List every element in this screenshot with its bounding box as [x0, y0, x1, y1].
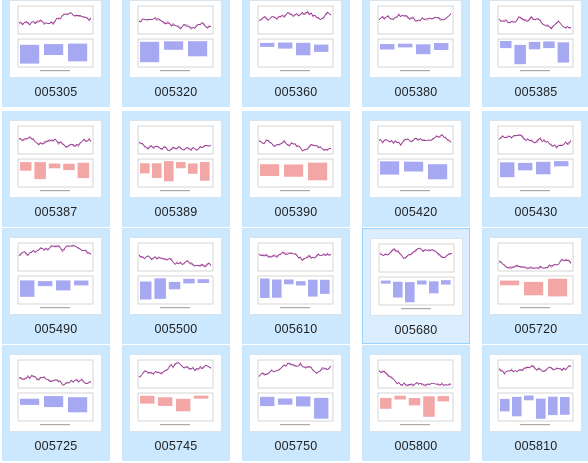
- file-item[interactable]: 005387: [2, 111, 110, 227]
- file-item[interactable]: 005385: [482, 0, 588, 107]
- file-item[interactable]: 005389: [122, 111, 230, 227]
- chart-thumbnail: [257, 242, 334, 309]
- file-name-label: 005800: [394, 439, 438, 453]
- file-item[interactable]: 005725: [2, 345, 110, 461]
- file-thumbnail: [130, 121, 221, 197]
- file-name-label: 005680: [394, 323, 438, 337]
- file-thumbnail: [10, 1, 101, 77]
- chart-thumbnail: [17, 359, 94, 426]
- file-thumbnail: [10, 355, 101, 431]
- file-item[interactable]: 005745: [122, 345, 230, 461]
- file-thumbnail: [130, 1, 221, 77]
- file-thumbnail: [130, 238, 221, 314]
- file-thumbnail: [250, 1, 341, 77]
- chart-thumbnail: [257, 359, 334, 426]
- file-name-label: 005430: [514, 205, 558, 219]
- file-item[interactable]: 005360: [242, 0, 350, 107]
- file-item[interactable]: 005800: [362, 345, 470, 461]
- file-name-label: 005320: [154, 85, 198, 99]
- file-thumbnail: [490, 238, 581, 314]
- chart-thumbnail: [257, 5, 334, 72]
- file-thumbnail: [10, 121, 101, 197]
- file-name-label: 005810: [514, 439, 558, 453]
- file-thumbnail: [490, 1, 581, 77]
- file-name-label: 005720: [514, 322, 558, 336]
- chart-thumbnail: [17, 5, 94, 72]
- chart-thumbnail: [377, 125, 454, 192]
- file-name-label: 005360: [274, 85, 318, 99]
- chart-thumbnail: [17, 125, 94, 192]
- file-name-label: 005490: [34, 322, 78, 336]
- file-thumbnail: [250, 238, 341, 314]
- chart-thumbnail: [497, 125, 574, 192]
- chart-thumbnail: [137, 242, 214, 309]
- file-name-label: 005725: [34, 439, 78, 453]
- chart-thumbnail: [257, 125, 334, 192]
- file-thumbnail: [250, 121, 341, 197]
- file-name-label: 005750: [274, 439, 318, 453]
- file-name-label: 005389: [154, 205, 198, 219]
- file-item[interactable]: 005430: [482, 111, 588, 227]
- chart-thumbnail: [137, 125, 214, 192]
- chart-thumbnail: [378, 243, 455, 310]
- file-item[interactable]: 005420: [362, 111, 470, 227]
- chart-thumbnail: [497, 359, 574, 426]
- file-thumbnail: [490, 355, 581, 431]
- file-thumbnail: [370, 355, 461, 431]
- file-thumbnail: [130, 355, 221, 431]
- chart-thumbnail: [377, 5, 454, 72]
- file-name-label: 005500: [154, 322, 198, 336]
- file-item[interactable]: 005500: [122, 228, 230, 344]
- file-item[interactable]: 005720: [482, 228, 588, 344]
- file-item[interactable]: 005610: [242, 228, 350, 344]
- chart-thumbnail: [497, 5, 574, 72]
- file-name-label: 005385: [514, 85, 558, 99]
- file-thumbnail: [371, 239, 462, 315]
- file-name-label: 005745: [154, 439, 198, 453]
- file-thumbnail: [10, 238, 101, 314]
- chart-thumbnail: [497, 242, 574, 309]
- file-name-label: 005420: [394, 205, 438, 219]
- file-thumbnail: [250, 355, 341, 431]
- chart-thumbnail: [377, 359, 454, 426]
- file-name-label: 005387: [34, 205, 78, 219]
- chart-thumbnail: [137, 5, 214, 72]
- file-item[interactable]: 005680: [362, 228, 470, 344]
- file-item[interactable]: 005320: [122, 0, 230, 107]
- file-item[interactable]: 005810: [482, 345, 588, 461]
- file-item[interactable]: 005380: [362, 0, 470, 107]
- file-item[interactable]: 005390: [242, 111, 350, 227]
- file-thumbnail: [370, 1, 461, 77]
- file-name-label: 005610: [274, 322, 318, 336]
- file-item[interactable]: 005305: [2, 0, 110, 107]
- file-name-label: 005305: [34, 85, 78, 99]
- file-thumbnail: [370, 121, 461, 197]
- chart-thumbnail: [17, 242, 94, 309]
- file-item[interactable]: 005490: [2, 228, 110, 344]
- chart-thumbnail: [137, 359, 214, 426]
- file-thumbnail: [490, 121, 581, 197]
- file-item[interactable]: 005750: [242, 345, 350, 461]
- file-name-label: 005390: [274, 205, 318, 219]
- file-name-label: 005380: [394, 85, 438, 99]
